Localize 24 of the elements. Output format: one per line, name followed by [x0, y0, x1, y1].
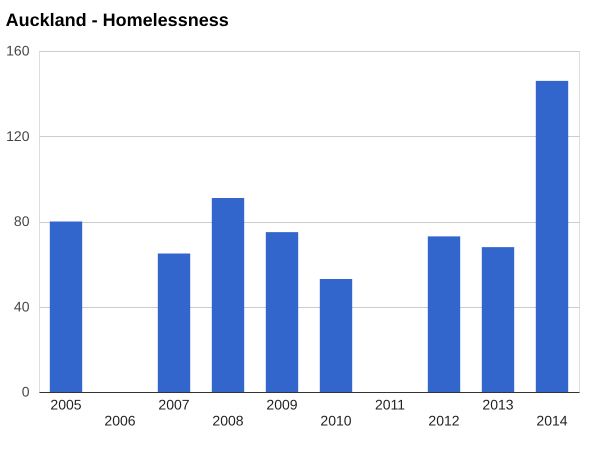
bar: [320, 279, 352, 392]
y-tick-label: 0: [22, 384, 30, 400]
x-tick-label: 2014: [536, 412, 568, 428]
y-tick-label: 160: [6, 42, 30, 58]
x-tick-label: 2005: [50, 396, 82, 412]
x-tick-label: 2008: [212, 412, 244, 428]
bar: [212, 198, 244, 392]
bar: [482, 247, 514, 392]
x-tick-label: 2007: [158, 396, 190, 412]
bar: [428, 236, 460, 392]
x-tick-label: 2010: [320, 412, 352, 428]
bar: [266, 232, 298, 392]
bar: [50, 222, 82, 392]
x-tick-label: 2009: [266, 396, 298, 412]
y-tick-label: 80: [14, 213, 30, 229]
bar: [536, 80, 568, 392]
x-tick-label: 2013: [482, 396, 514, 412]
x-tick-label: 2012: [428, 412, 460, 428]
y-tick-label: 40: [14, 298, 30, 314]
y-tick-label: 120: [6, 128, 30, 144]
chart-title: Auckland - Homelessness: [6, 10, 229, 30]
bar: [158, 253, 190, 392]
x-tick-label: 2006: [104, 412, 136, 428]
x-tick-label: 2011: [374, 396, 406, 412]
